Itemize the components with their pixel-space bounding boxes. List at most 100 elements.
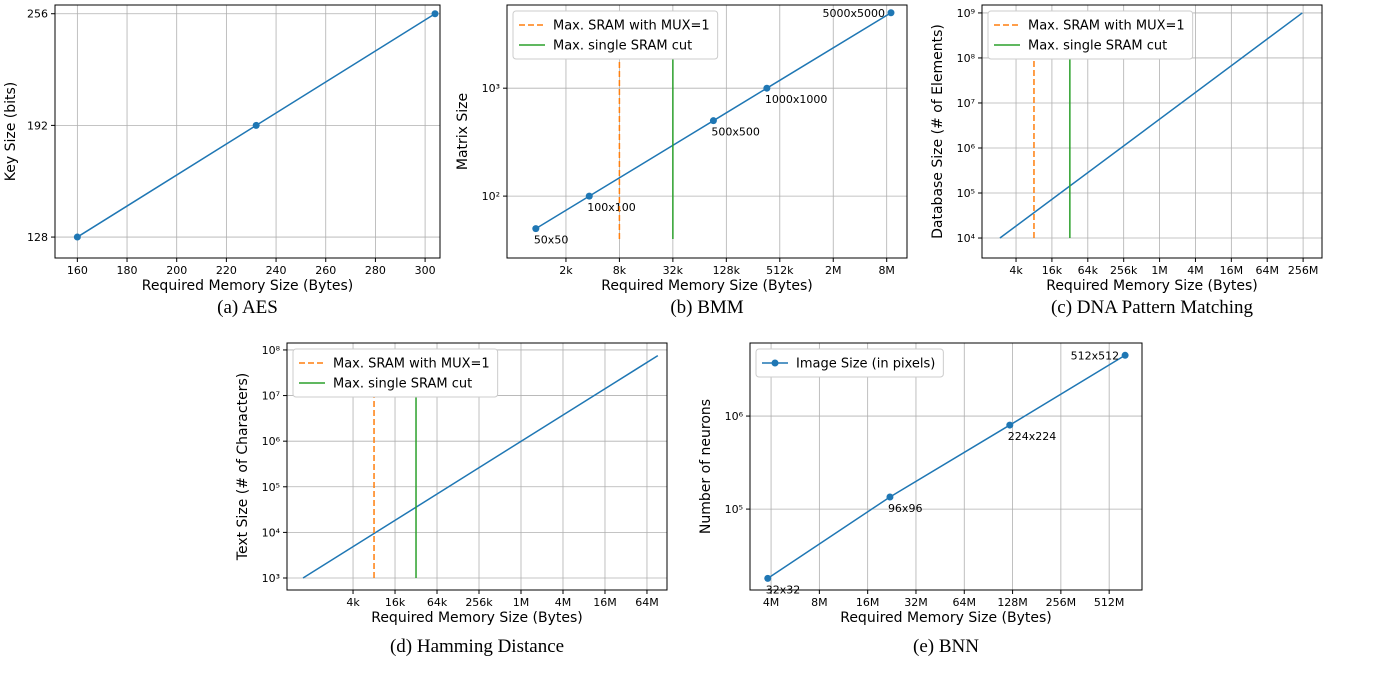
x-tick-label: 64k xyxy=(427,596,448,609)
y-tick-label: 10³ xyxy=(262,572,280,585)
y-tick-label: 10⁸ xyxy=(957,52,976,65)
point-label: 5000x5000 xyxy=(822,7,885,20)
x-tick-label: 240 xyxy=(266,264,287,277)
axes-frame xyxy=(54,4,441,259)
caption: (d) Hamming Distance xyxy=(390,636,564,657)
x-tick-label: 220 xyxy=(216,264,237,277)
legend-box xyxy=(987,10,1194,60)
axes-frame xyxy=(286,342,668,591)
x-axis-label: Required Memory Size (Bytes) xyxy=(840,610,1052,626)
x-tick-label: 256M xyxy=(1046,596,1077,609)
point-label: 500x500 xyxy=(711,126,760,139)
x-tick-label: 180 xyxy=(117,264,138,277)
x-tick-label: 32k xyxy=(663,264,684,277)
x-axis-label: Required Memory Size (Bytes) xyxy=(371,610,583,626)
x-tick-label: 16M xyxy=(1220,264,1244,277)
point xyxy=(887,9,895,17)
y-tick-label: 10⁷ xyxy=(957,97,975,110)
x-tick-label: 1M xyxy=(513,596,530,609)
point xyxy=(73,233,81,241)
x-tick-label: 512k xyxy=(766,264,794,277)
y-tick-label: 10⁷ xyxy=(262,390,280,403)
x-axis-label: Required Memory Size (Bytes) xyxy=(601,278,813,294)
y-tick-label: 10⁹ xyxy=(957,7,975,20)
x-tick-label: 8M xyxy=(811,596,828,609)
x-tick-label: 64M xyxy=(1255,264,1279,277)
x-tick-label: 512M xyxy=(1094,596,1125,609)
caption: (a) AES xyxy=(217,297,278,318)
point-label: 1000x1000 xyxy=(765,93,828,106)
x-tick-label: 2k xyxy=(559,264,573,277)
x-tick-label: 4k xyxy=(346,596,360,609)
x-tick-label: 64M xyxy=(953,596,977,609)
y-axis-label: Matrix Size xyxy=(455,93,471,170)
legend-label: Max. single SRAM cut xyxy=(333,377,472,392)
point xyxy=(1121,351,1129,359)
legend-label: Max. SRAM with MUX=1 xyxy=(333,357,490,372)
subplot: 4k 16k 64k 256k 1M 4M 16M 64M 256M 10⁴ 10⁵ 10⁶ 10⁷ 10… xyxy=(930,4,1323,318)
y-tick-label: 10⁵ xyxy=(957,187,975,200)
y-tick-label: 256 xyxy=(27,8,48,21)
y-tick-label: 128 xyxy=(27,231,48,244)
x-tick-label: 256k xyxy=(465,596,493,609)
x-tick-label: 128M xyxy=(997,596,1028,609)
y-tick-label: 10³ xyxy=(482,82,500,95)
y-tick-label: 10⁸ xyxy=(262,344,281,357)
x-tick-label: 300 xyxy=(415,264,436,277)
x-tick-label: 1M xyxy=(1151,264,1168,277)
x-tick-label: 16k xyxy=(1042,264,1063,277)
y-tick-label: 10⁶ xyxy=(957,142,976,155)
x-tick-label: 260 xyxy=(315,264,336,277)
point xyxy=(431,10,439,18)
subplot: 160 180 200 220 240 260 280 300 128 192 256 Require… xyxy=(3,4,441,318)
point-label: 96x96 xyxy=(888,502,923,515)
point xyxy=(763,84,771,92)
x-axis-label: Required Memory Size (Bytes) xyxy=(142,278,354,294)
subplot: 4M 8M 16M 32M 64M 128M 256M 512M10⁵10⁶32x3296x9… xyxy=(698,342,1143,657)
legend-label: Image Size (in pixels) xyxy=(796,357,935,372)
series-line xyxy=(302,355,659,579)
y-tick-label: 10⁶ xyxy=(262,435,281,448)
x-tick-label: 64M xyxy=(635,596,659,609)
point xyxy=(532,225,540,233)
point-label: 224x224 xyxy=(1008,430,1057,443)
x-axis-label: Required Memory Size (Bytes) xyxy=(1046,278,1258,294)
x-tick-label: 128k xyxy=(713,264,741,277)
point-label: 100x100 xyxy=(587,201,636,214)
caption: (c) DNA Pattern Matching xyxy=(1051,297,1254,318)
y-tick-label: 10² xyxy=(482,190,500,203)
series-line xyxy=(999,12,1303,239)
caption: (b) BMM xyxy=(670,297,743,318)
legend-label: Max. SRAM with MUX=1 xyxy=(553,19,710,34)
y-tick-label: 10⁴ xyxy=(957,232,976,245)
axes-frame xyxy=(749,342,1143,591)
x-tick-label: 2M xyxy=(825,264,842,277)
legend-label: Max. single SRAM cut xyxy=(553,39,692,54)
x-tick-label: 16k xyxy=(385,596,406,609)
y-axis-label: Key Size (bits) xyxy=(3,82,19,182)
x-tick-label: 8k xyxy=(613,264,627,277)
point xyxy=(252,121,260,129)
x-tick-label: 160 xyxy=(67,264,88,277)
y-tick-label: 192 xyxy=(27,119,48,132)
point xyxy=(709,117,717,125)
point-label: 50x50 xyxy=(534,234,569,247)
legend-marker xyxy=(771,359,779,367)
series-line xyxy=(767,354,1126,580)
y-axis-label: Text Size (# of Characters) xyxy=(235,373,251,561)
legend-label: Max. single SRAM cut xyxy=(1028,39,1167,54)
y-tick-label: 10⁴ xyxy=(262,526,281,539)
x-tick-label: 256k xyxy=(1110,264,1138,277)
point xyxy=(764,574,772,582)
x-tick-label: 4M xyxy=(763,596,780,609)
axes-frame xyxy=(506,4,908,259)
y-tick-label: 10⁶ xyxy=(725,410,744,423)
legend-box xyxy=(292,348,499,398)
legend-box xyxy=(755,348,944,378)
point xyxy=(585,192,593,200)
point-label: 512x512 xyxy=(1071,349,1120,362)
y-tick-label: 10⁵ xyxy=(725,503,743,516)
x-tick-label: 4k xyxy=(1009,264,1023,277)
y-axis-label: Database Size (# of Elements) xyxy=(930,24,946,239)
x-tick-label: 256M xyxy=(1288,264,1319,277)
